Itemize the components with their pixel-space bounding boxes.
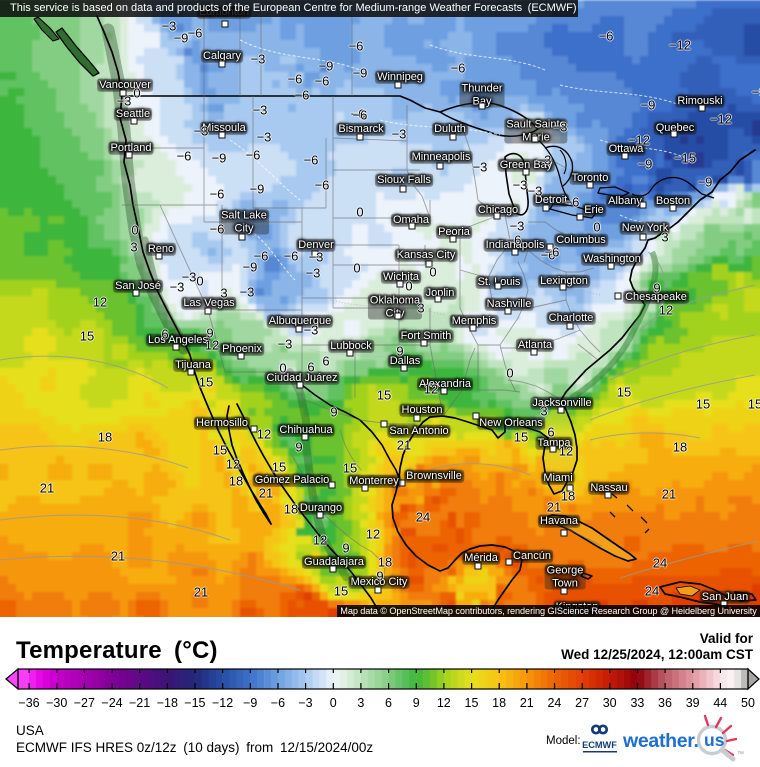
- svg-text:0: 0: [330, 696, 337, 710]
- svg-text:21: 21: [520, 696, 534, 710]
- svg-text:12: 12: [437, 696, 451, 710]
- svg-text:30: 30: [603, 696, 617, 710]
- svg-text:−12: −12: [212, 696, 233, 710]
- svg-text:15: 15: [465, 696, 479, 710]
- svg-text:−3: −3: [298, 696, 312, 710]
- svg-text:−21: −21: [129, 696, 150, 710]
- svg-text:us: us: [704, 730, 725, 750]
- svg-text:−18: −18: [157, 696, 178, 710]
- svg-text:24: 24: [547, 696, 561, 710]
- svg-text:27: 27: [575, 696, 589, 710]
- svg-text:3: 3: [357, 696, 364, 710]
- svg-text:weather.: weather.: [622, 730, 699, 752]
- svg-text:ECMWF: ECMWF: [582, 740, 617, 750]
- svg-text:6: 6: [385, 696, 392, 710]
- svg-text:−15: −15: [184, 696, 205, 710]
- svg-text:−36: −36: [18, 696, 39, 710]
- svg-text:−27: −27: [74, 696, 95, 710]
- svg-text:−9: −9: [243, 696, 257, 710]
- svg-text:9: 9: [413, 696, 420, 710]
- svg-text:™: ™: [737, 751, 744, 758]
- svg-text:−30: −30: [46, 696, 67, 710]
- svg-text:−24: −24: [101, 696, 122, 710]
- svg-text:18: 18: [492, 696, 506, 710]
- svg-text:−6: −6: [271, 696, 285, 710]
